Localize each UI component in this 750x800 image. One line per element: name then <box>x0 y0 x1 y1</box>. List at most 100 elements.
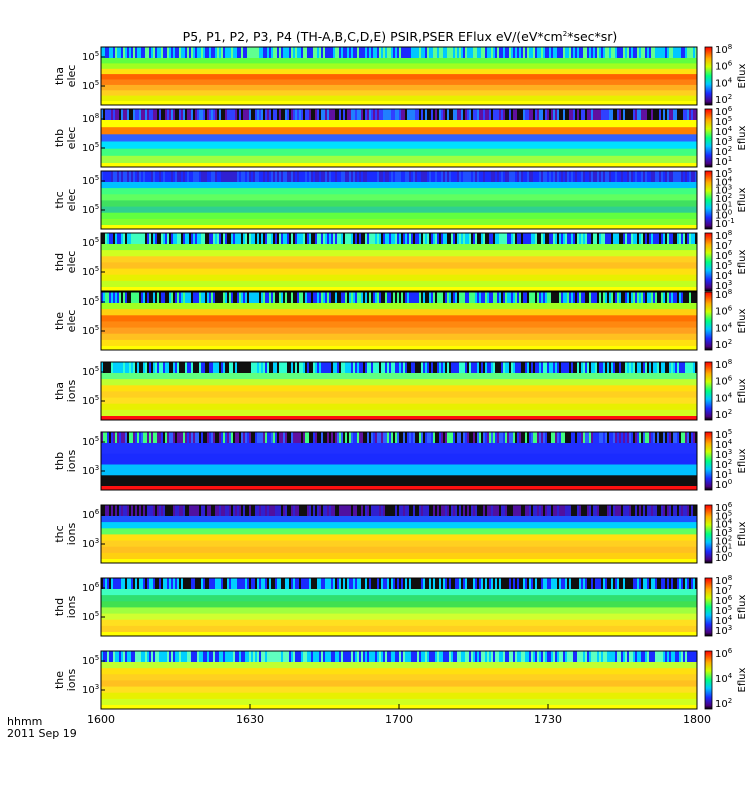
spectrogram-noise-column <box>683 578 685 589</box>
spectrogram-noise-column <box>565 47 567 58</box>
spectrogram-noise-column <box>591 505 593 516</box>
spectrogram-noise-column <box>263 578 265 589</box>
spectrogram-noise-column <box>379 292 381 303</box>
spectrogram-noise-column <box>323 171 325 182</box>
spectrogram-noise-column <box>695 47 697 58</box>
spectrogram-noise-column <box>333 171 335 182</box>
spectrogram-noise-column <box>643 109 645 120</box>
spectrogram-noise-column <box>443 233 445 244</box>
spectrogram-noise-column <box>361 109 363 120</box>
spectrogram-noise-column <box>551 362 553 373</box>
spectrogram-noise-column <box>687 651 689 662</box>
spectrogram-noise-column <box>459 432 461 443</box>
spectrogram-noise-column <box>103 432 105 443</box>
spectrogram-noise-column <box>599 109 601 120</box>
spectrogram-noise-column <box>487 362 489 373</box>
spectrogram-band <box>101 194 697 201</box>
spectrogram-noise-column <box>585 292 587 303</box>
spectrogram-noise-column <box>555 233 557 244</box>
spectrogram-noise-column <box>553 233 555 244</box>
spectrogram-noise-column <box>157 432 159 443</box>
spectrogram-noise-column <box>303 233 305 244</box>
spectrogram-noise-column <box>615 362 617 373</box>
spectrogram-noise-column <box>537 578 539 589</box>
spectrogram-band <box>101 212 697 220</box>
spectrogram-noise-column <box>119 109 121 120</box>
spectrogram-noise-column <box>501 109 503 120</box>
spectrogram-noise-column <box>387 109 389 120</box>
spectrogram-noise-column <box>603 292 605 303</box>
colorbar <box>704 361 713 421</box>
spectrogram-noise-column <box>327 47 329 58</box>
colorbar <box>704 108 713 168</box>
spectrogram-noise-column <box>445 292 447 303</box>
spectrogram-noise-column <box>469 432 471 443</box>
spectrogram-noise-column <box>459 233 461 244</box>
spectrogram-noise-column <box>379 171 381 182</box>
spectrogram-noise-column <box>341 109 343 120</box>
spectrogram-noise-column <box>175 505 177 516</box>
spectrogram-noise-column <box>101 233 103 244</box>
spectrogram-noise-column <box>123 47 125 58</box>
spectrogram-noise-column <box>175 432 177 443</box>
spectrogram-noise-column <box>341 171 343 182</box>
spectrogram-noise-column <box>291 578 293 589</box>
spectrogram-noise-column <box>367 505 369 516</box>
spectrogram-noise-column <box>525 651 527 662</box>
spectrogram-noise-column <box>337 505 339 516</box>
spectrogram-noise-column <box>589 47 591 58</box>
spectrogram-noise-column <box>215 292 217 303</box>
colorbar-tick-label: 105 <box>715 428 732 441</box>
spectrogram-noise-column <box>581 233 583 244</box>
spectrogram-noise-column <box>615 578 617 589</box>
spectrogram-noise-column <box>495 47 497 58</box>
spectrogram-noise-column <box>675 233 677 244</box>
spectrogram-noise-column <box>225 578 227 589</box>
spectrogram-noise-column <box>277 171 279 182</box>
spectrogram-noise-column <box>281 109 283 120</box>
spectrogram-noise-column <box>205 578 207 589</box>
spectrogram-noise-column <box>509 47 511 58</box>
spectrogram-band <box>101 200 697 207</box>
spectrogram-noise-column <box>653 233 655 244</box>
spectrogram-noise-column <box>149 47 151 58</box>
spectrogram-noise-column <box>625 578 627 589</box>
spectrogram-noise-column <box>283 171 285 182</box>
spectrogram-noise-column <box>401 109 403 120</box>
spectrogram-noise-column <box>565 432 567 443</box>
spectrogram-noise-column <box>361 505 363 516</box>
spectrogram-noise-column <box>301 362 303 373</box>
spectrogram-noise-column <box>269 109 271 120</box>
spectrogram-noise-column <box>549 362 551 373</box>
spectrogram-noise-column <box>497 651 499 662</box>
spectrogram-noise-column <box>657 578 659 589</box>
spectrogram-noise-column <box>321 651 323 662</box>
spectrogram-noise-column <box>323 505 325 516</box>
panel-probe-label: the <box>53 312 66 330</box>
spectrogram-noise-column <box>613 109 615 120</box>
spectrogram-noise-column <box>577 292 579 303</box>
spectrogram-noise-column <box>299 578 301 589</box>
spectrogram-noise-column <box>399 651 401 662</box>
spectrogram-noise-column <box>137 47 139 58</box>
spectrogram-noise-column <box>227 505 229 516</box>
spectrogram-noise-column <box>201 505 203 516</box>
spectrogram-noise-column <box>123 233 125 244</box>
spectrogram-noise-column <box>269 651 271 662</box>
spectrogram-noise-column <box>547 651 549 662</box>
spectrogram-noise-column <box>531 47 533 58</box>
spectrogram-noise-column <box>587 362 589 373</box>
spectrogram-noise-column <box>495 171 497 182</box>
spectrogram-noise-column <box>319 233 321 244</box>
spectrogram-noise-column <box>503 233 505 244</box>
spectrogram-noise-column <box>673 505 675 516</box>
spectrogram-noise-column <box>371 651 373 662</box>
spectrogram-noise-column <box>329 578 331 589</box>
spectrogram-noise-column <box>337 292 339 303</box>
spectrogram-noise-column <box>353 362 355 373</box>
spectrogram-noise-column <box>317 292 319 303</box>
x-tick-label: 1730 <box>534 713 562 726</box>
spectrogram-noise-column <box>577 171 579 182</box>
spectrogram-noise-column <box>535 109 537 120</box>
spectrogram-noise-column <box>101 362 103 373</box>
